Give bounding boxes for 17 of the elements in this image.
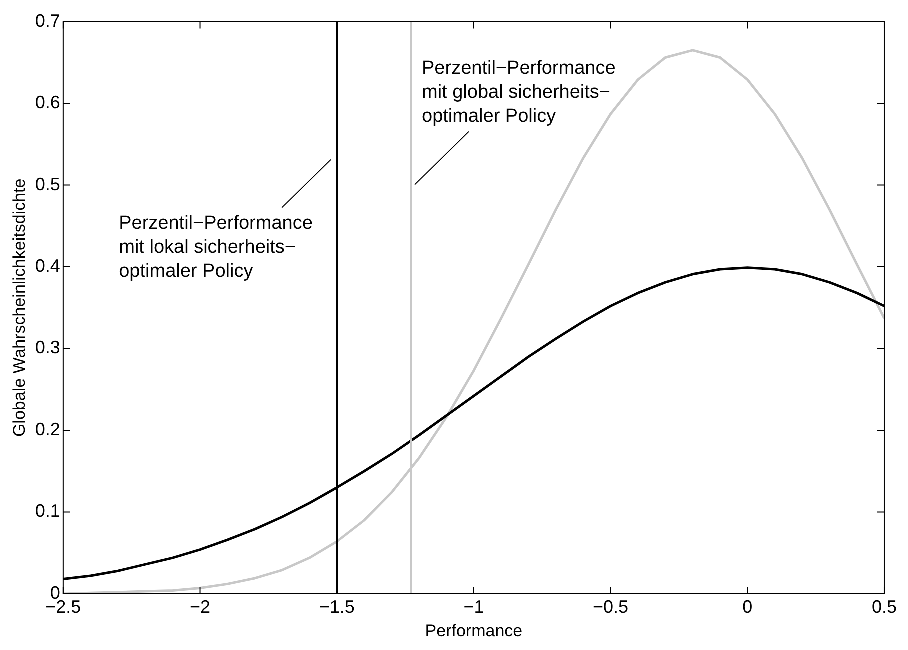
x-tick-label: −1 xyxy=(464,596,484,617)
y-tick-label: 0.6 xyxy=(35,92,60,113)
x-tick-label: 0.5 xyxy=(872,596,898,617)
x-tick-label: 0 xyxy=(742,596,753,617)
y-tick-label: 0.1 xyxy=(35,501,60,522)
y-tick-label: 0.4 xyxy=(35,256,60,276)
y-tick-label: 0.7 xyxy=(35,10,60,31)
ref-line-label: Perzentil−Performance mit global sicherheits− optimaler Policy xyxy=(422,58,616,128)
x-tick-label: −1.5 xyxy=(319,596,355,617)
y-tick-label: 0.5 xyxy=(35,174,60,194)
y-tick-label: 0.2 xyxy=(35,419,60,440)
x-tick-label: −2 xyxy=(190,596,211,617)
y-tick-label: 0.3 xyxy=(35,338,60,358)
x-tick-label: −0.5 xyxy=(593,596,629,617)
y-axis-title: Globale Wahrscheinlichkeitsdichte xyxy=(10,178,29,438)
ref-line-label: Perzentil−Performance mit lokal sicherheits− optimaler Policy xyxy=(119,213,313,282)
x-axis-title: Performance xyxy=(425,621,523,640)
